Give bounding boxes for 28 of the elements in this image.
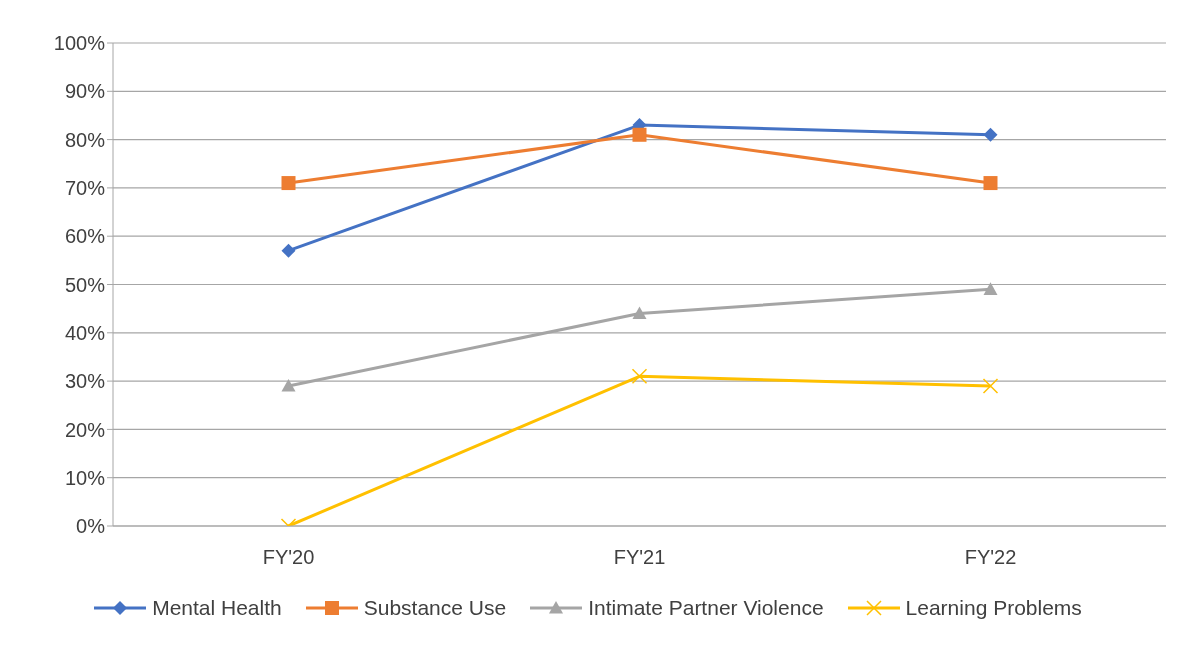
point — [281, 378, 296, 392]
y-tick-label: 20% — [64, 418, 106, 441]
x-tick-label: FY'22 — [964, 546, 1017, 569]
y-tick-label: 0% — [76, 515, 106, 538]
y-tick-label: 90% — [64, 80, 106, 103]
point — [632, 127, 647, 142]
point — [281, 243, 296, 258]
point — [632, 306, 647, 320]
y-tick-label: 10% — [64, 466, 106, 489]
y-tick-label: 30% — [64, 370, 106, 393]
point — [983, 282, 998, 295]
y-tick-label: 60% — [64, 225, 106, 248]
legend-label: Substance Use — [363, 596, 507, 620]
y-tick-label: 100% — [53, 32, 106, 55]
y-tick-label: 40% — [64, 321, 106, 344]
y-tick-label: 80% — [64, 128, 106, 151]
point — [631, 368, 648, 385]
x-tick-label: FY'20 — [262, 546, 315, 569]
y-tick-label: 70% — [64, 177, 106, 199]
x-tick-label: FY'21 — [613, 546, 666, 569]
point — [983, 176, 998, 191]
legend-label: Learning Problems — [905, 596, 1082, 620]
legend-label: Mental Health — [152, 596, 282, 620]
point — [983, 127, 998, 142]
y-tick-label: 50% — [64, 273, 106, 296]
point — [982, 378, 999, 394]
point — [281, 176, 296, 191]
legend-label: Intimate Partner Violence — [588, 596, 824, 620]
